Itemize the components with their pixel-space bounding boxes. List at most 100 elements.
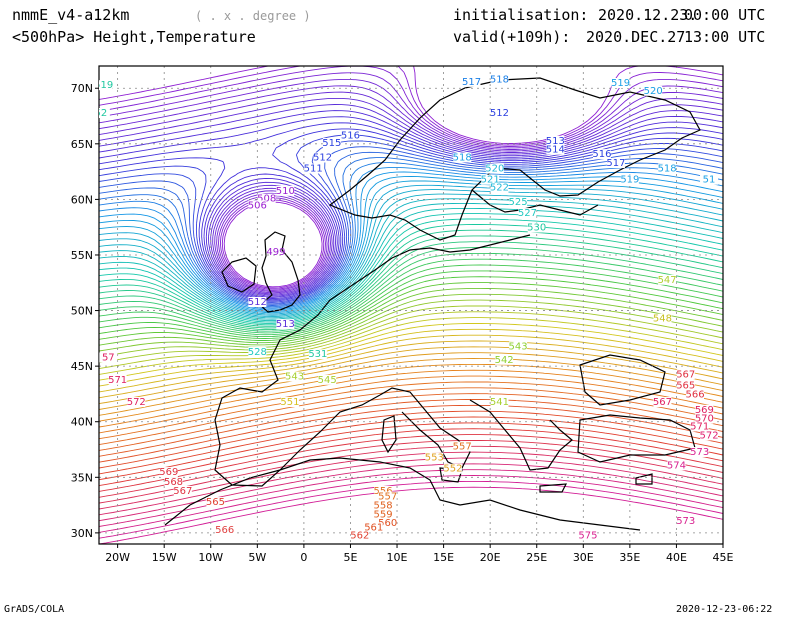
contour-label-bg [206,497,225,508]
contour-label: 519 [94,80,113,91]
contour-label: 516 [592,149,611,160]
contour-label-bg [108,374,127,385]
height-contour [99,334,723,393]
contour-label: 542 [495,355,514,366]
lon-tick-label: 10W [198,551,223,564]
contour-label: 514 [546,145,565,156]
contour-label-bg [546,135,565,146]
contour-label-bg [99,108,110,119]
contour-label: 519 [611,78,630,89]
contour-label-bg [285,371,304,382]
contour-label: 515 [322,138,341,149]
height-contour [99,198,723,319]
contour-label-bg [276,185,295,196]
contour-label: 572 [699,430,718,441]
contour-label: 565 [676,380,695,391]
contour-label-bg [606,158,625,169]
contour-label-bg [481,174,500,185]
contour-label: 520 [485,164,504,175]
contour-label-bg [308,349,327,360]
contour-label-bg [490,182,509,193]
contour-label: 568 [164,477,183,488]
contour-label: 552 [443,464,462,475]
units-label: ( . x . degree ) [195,9,311,23]
contour-label: 560 [378,518,397,529]
height-contour [99,393,723,451]
graticule [99,66,723,544]
contour-label: 556 [374,486,393,497]
contour-label: 512 [248,297,267,308]
contour-label: 52 [94,108,107,119]
contour-label: 572 [127,397,146,408]
height-contour [99,463,723,522]
valid-label: valid(+109h): [453,28,571,46]
contour-label-bg [527,222,546,233]
contour-label-bg [215,524,234,535]
contour-label-bg [350,530,369,541]
contour-label: 548 [653,314,672,325]
height-contour [99,224,723,326]
contour-label: 520 [644,86,663,97]
height-contour [99,247,723,332]
contour-label-bg [159,467,178,478]
height-contour [99,218,723,324]
contour-label-bg [686,389,705,400]
contour-label: 513 [276,319,295,330]
contour-label: 516 [341,130,360,141]
contour-label-bg [658,274,677,285]
lon-tick-label: 20W [105,551,130,564]
contour-label: 566 [686,389,705,400]
lon-tick-label: 10E [387,551,408,564]
lon-tick-label: 30E [573,551,594,564]
contour-label: 531 [308,349,327,360]
footer-timestamp: 2020-12-23-06:22 [676,604,773,615]
contour-label: 517 [462,77,481,88]
low-center-label: 499 [266,247,285,258]
contour-label: 559 [374,509,393,520]
contour-label: 567 [653,397,672,408]
init-time: 00:00 UTC [684,6,766,24]
contour-label-bg [495,354,514,365]
contour-label-bg [378,518,397,529]
contour-label: 522 [490,183,509,194]
contour-label-bg [690,421,709,432]
level-title: <500hPa> Height,Temperature [12,28,256,46]
height-contour [99,146,723,305]
contour-label: 518 [490,75,509,86]
contour-label-bg [644,85,663,96]
contour-label-bg [690,447,709,458]
contour-label: 573 [676,516,695,527]
height-contour [99,387,723,446]
contour-label: 541 [490,397,509,408]
init-date: 2020.12.23. [598,6,698,24]
contour-label: 570 [695,414,714,425]
lon-tick-label: 35E [619,551,640,564]
contour-label-bg [700,174,719,185]
lon-tick-label: 45E [713,551,734,564]
axis-ticks: 30N 35N 40N 45N 50N 55N 60N 65N 70N 20W 15W 10W 5W 0 5… [71,82,734,564]
contour-label-bg [364,522,383,533]
contour-label-bg [248,297,267,307]
contour-label: 528 [248,347,267,358]
contour-label-bg [248,200,267,211]
height-contour [99,270,723,339]
contour-label: 521 [481,175,500,186]
contour-label-bg [695,413,714,424]
contour-label-bg [546,144,565,155]
height-contour [99,66,723,288]
height-contour [99,352,723,410]
contour-label-bg [453,441,472,452]
contour-label-bg [443,463,462,474]
contour-label: 518 [453,152,472,163]
contour-label-bg [425,452,444,463]
height-contours [99,66,723,544]
height-contour [99,457,723,516]
contour-label-bg [620,174,639,185]
height-contour [99,358,723,416]
contour-label-bg [462,76,481,87]
contour-label: 506 [248,200,267,211]
contour-label-bg [378,491,397,502]
contour-label: 551 [280,397,299,408]
contour-label: 517 [606,158,625,169]
contour-label-bg [676,515,695,526]
